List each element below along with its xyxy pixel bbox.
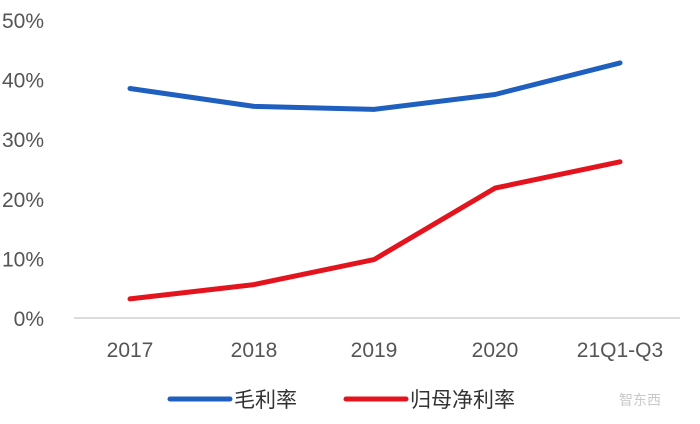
- y-tick-label: 20%: [2, 189, 44, 212]
- series-line-2: [127, 159, 623, 302]
- y-tick-label: 50%: [2, 10, 44, 33]
- y-tick-label: 0%: [14, 308, 44, 331]
- y-axis-ticks: 0% 10% 20% 30% 40% 50%: [2, 10, 44, 331]
- x-tick-label: 2019: [351, 339, 398, 362]
- x-tick-label: 2018: [231, 339, 278, 362]
- series-line-1: [127, 60, 623, 112]
- legend: 毛利率 归母净利率: [167, 388, 515, 412]
- x-axis-ticks: 2017 2018 2019 2020 21Q1-Q3: [107, 339, 664, 362]
- series-lines: [127, 60, 623, 302]
- y-tick-label: 40%: [2, 70, 44, 93]
- x-tick-label: 2017: [107, 339, 154, 362]
- legend-label: 毛利率: [234, 388, 297, 412]
- watermark: 智东西: [619, 393, 661, 409]
- y-tick-label: 30%: [2, 129, 44, 152]
- y-tick-label: 10%: [2, 248, 44, 271]
- x-tick-label: 21Q1-Q3: [577, 339, 663, 362]
- legend-label: 归母净利率: [410, 388, 515, 412]
- x-tick-label: 2020: [472, 339, 519, 362]
